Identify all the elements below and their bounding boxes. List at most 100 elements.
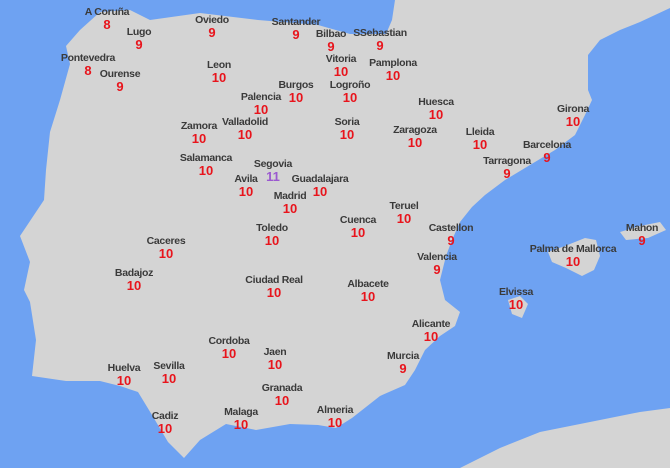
temperature-value: 9 xyxy=(116,79,124,94)
city-name: Cadiz xyxy=(151,410,179,422)
island-ibiza xyxy=(508,296,528,318)
city-madrid: Madrid 10 xyxy=(273,190,307,216)
city-name: SSebastian xyxy=(353,27,407,39)
city-name: Soria xyxy=(334,116,360,128)
city-lugo: Lugo 9 xyxy=(126,26,152,52)
temperature-value: 10 xyxy=(264,233,280,248)
city-name: Huesca xyxy=(418,96,454,108)
city-valladolid: Valladolid 10 xyxy=(222,117,268,142)
city-toledo: Toledo 10 xyxy=(256,223,288,248)
city-santander: Santander 9 xyxy=(271,16,321,42)
temperature-value: 10 xyxy=(238,184,254,199)
city-mahon: Mahon 9 xyxy=(626,223,659,248)
city-tarragona: Tarragona 9 xyxy=(483,155,531,181)
city-teruel: Teruel 10 xyxy=(389,200,419,226)
city-valencia: Valencia 9 xyxy=(417,251,457,277)
city-elvissa: Elvissa 10 xyxy=(499,287,533,312)
city-name: Sevilla xyxy=(153,360,185,372)
city-pontevedra: Pontevedra 8 xyxy=(60,52,116,78)
temperature-value: 10 xyxy=(565,114,581,129)
temperature-value: 10 xyxy=(565,254,581,269)
city-name: Cordoba xyxy=(208,335,250,347)
city-name: Santander xyxy=(271,16,321,28)
city-girona: Girona 10 xyxy=(557,104,589,129)
temperature-value: 9 xyxy=(543,150,551,165)
temperature-value: 10 xyxy=(161,371,177,386)
city-name: Zaragoza xyxy=(393,124,437,136)
city-name: Huelva xyxy=(107,362,141,374)
city-huelva: Huelva 10 xyxy=(107,362,141,388)
city-alicante: Alicante 10 xyxy=(411,318,451,344)
city-name: Leon xyxy=(207,59,231,71)
city-huesca: Huesca 10 xyxy=(418,96,454,122)
city-palma-de-mallorca: Palma de Mallorca 10 xyxy=(530,244,617,269)
city-name: Zamora xyxy=(180,120,218,132)
city-sevilla: Sevilla 10 xyxy=(153,360,185,386)
temperature-value: 9 xyxy=(327,39,335,54)
city-name: Valencia xyxy=(417,251,457,263)
city-a-coruña: A Coruña 8 xyxy=(85,7,130,32)
temperature-value: 10 xyxy=(126,278,142,293)
city-name: Vitoria xyxy=(325,53,357,65)
temperature-value: 9 xyxy=(433,262,441,277)
land-iberia-france xyxy=(20,0,670,458)
city-name: Salamanca xyxy=(179,152,233,164)
city-jaen: Jaen 10 xyxy=(264,347,287,372)
city-burgos: Burgos 10 xyxy=(279,80,314,105)
city-name: Lugo xyxy=(126,26,152,38)
temperature-value: 10 xyxy=(385,68,401,83)
city-name: Guadalajara xyxy=(291,173,349,185)
city-name: Alicante xyxy=(411,318,451,330)
city-name: Pontevedra xyxy=(60,52,116,64)
city-caceres: Caceres 10 xyxy=(146,235,186,261)
city-lleida: Lleida 10 xyxy=(465,126,495,152)
temperature-value: 10 xyxy=(407,135,423,150)
city-castellon: Castellon 9 xyxy=(429,223,474,248)
city-name: Murcia xyxy=(386,350,420,362)
city-name: Lleida xyxy=(465,126,495,138)
city-name: Almeria xyxy=(316,404,354,416)
city-name: Teruel xyxy=(389,200,419,212)
city-bilbao: Bilbao 9 xyxy=(315,28,347,54)
city-name: Bilbao xyxy=(315,28,347,40)
temperature-value: 10 xyxy=(116,373,132,388)
city-name: Badajoz xyxy=(114,267,154,279)
temperature-value: 9 xyxy=(135,37,143,52)
temperature-value: 10 xyxy=(312,184,328,199)
temperature-value: 10 xyxy=(333,64,349,79)
city-soria: Soria 10 xyxy=(334,116,360,142)
city-vitoria: Vitoria 10 xyxy=(325,53,357,79)
city-name: Palencia xyxy=(240,91,282,103)
city-name: Caceres xyxy=(146,235,186,247)
city-oviedo: Oviedo 9 xyxy=(195,15,229,40)
city-name: Madrid xyxy=(273,190,307,202)
city-avila: Avila 10 xyxy=(234,173,258,199)
temperature-value: 10 xyxy=(158,246,174,261)
city-almeria: Almeria 10 xyxy=(316,404,354,430)
city-name: Ciudad Real xyxy=(245,274,303,286)
city-name: Segovia xyxy=(253,158,293,170)
temperature-value: 10 xyxy=(472,137,488,152)
temperature-value: 10 xyxy=(327,415,343,430)
temperature-value: 10 xyxy=(423,329,439,344)
temperature-value: 9 xyxy=(638,233,646,248)
land-africa xyxy=(460,408,670,468)
temperature-value: 10 xyxy=(237,127,253,142)
city-name: Logroño xyxy=(329,79,371,91)
temperature-value: 10 xyxy=(266,285,282,300)
city-name: Avila xyxy=(234,173,258,185)
city-name: Tarragona xyxy=(483,155,531,167)
temperature-value: 10 xyxy=(191,131,207,146)
island-mallorca xyxy=(548,238,600,276)
city-badajoz: Badajoz 10 xyxy=(114,267,154,293)
temperature-value: 10 xyxy=(508,297,524,312)
temperature-value: 10 xyxy=(288,90,304,105)
temperature-value: 10 xyxy=(274,393,290,408)
temperature-value: 10 xyxy=(267,357,283,372)
city-name: Barcelona xyxy=(522,139,572,151)
temperature-value: 9 xyxy=(292,27,300,42)
temperature-value: 10 xyxy=(360,289,376,304)
temperature-value: 9 xyxy=(376,38,384,53)
city-segovia: Segovia 11 xyxy=(253,158,293,184)
